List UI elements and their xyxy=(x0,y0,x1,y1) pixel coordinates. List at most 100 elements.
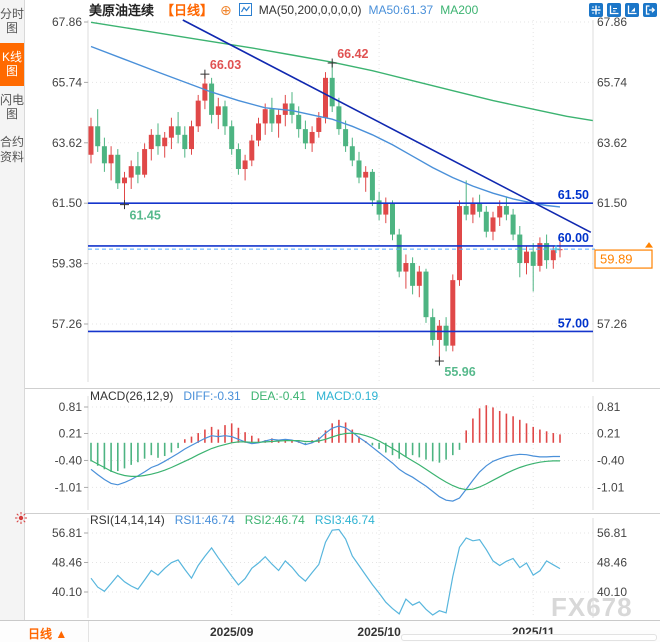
axis-range-icon[interactable] xyxy=(606,3,621,17)
svg-text:56.81: 56.81 xyxy=(597,526,627,540)
candle xyxy=(410,263,416,286)
diff-line xyxy=(90,425,560,502)
svg-text:65.74: 65.74 xyxy=(597,75,627,89)
x-axis-label: 2025/09 xyxy=(209,625,254,639)
candle xyxy=(262,109,268,124)
candle xyxy=(524,251,529,264)
candle xyxy=(396,234,402,272)
candle xyxy=(148,134,154,150)
candle xyxy=(436,325,442,340)
candle xyxy=(316,117,322,132)
rsi-params-label[interactable]: RSI(14,14,14) xyxy=(90,513,165,527)
svg-text:57.26: 57.26 xyxy=(52,317,82,331)
rsi2-label: RSI2:46.74 xyxy=(244,513,305,527)
up-arrow-icon xyxy=(645,242,653,248)
ma200-value-label: MA200 xyxy=(440,2,479,17)
candle xyxy=(101,146,107,164)
candle xyxy=(249,140,255,161)
fx678-watermark: FX678 xyxy=(551,592,633,622)
macd-diff-label: DIFF:-0.31 xyxy=(183,389,241,403)
candle xyxy=(122,177,127,184)
candle xyxy=(376,200,382,215)
candle xyxy=(162,137,168,147)
macd-histogram xyxy=(90,405,561,472)
indicator-settings-icon[interactable] xyxy=(14,511,28,525)
sidebar-item-kline[interactable]: K线图 xyxy=(0,42,24,86)
candle xyxy=(95,126,101,147)
ma50-line xyxy=(90,45,561,208)
svg-text:65.74: 65.74 xyxy=(52,75,82,89)
candle xyxy=(403,263,409,272)
candle xyxy=(349,146,355,161)
candlestick-series xyxy=(88,63,563,362)
chart-toolbar xyxy=(588,3,657,17)
candle xyxy=(463,206,469,215)
horizontal-scrollbar[interactable] xyxy=(401,634,657,641)
svg-text:61.45: 61.45 xyxy=(130,209,161,223)
ma50-value-label: MA50:61.37 xyxy=(368,2,434,17)
candle xyxy=(108,154,114,164)
chart-type-sidebar: 分时图 K线图 闪电图 合约资料 xyxy=(0,0,25,620)
svg-text:-0.40: -0.40 xyxy=(55,453,83,467)
svg-text:57.00: 57.00 xyxy=(558,316,589,330)
svg-text:67.86: 67.86 xyxy=(597,15,627,29)
candle xyxy=(202,83,208,101)
svg-text:0.21: 0.21 xyxy=(59,427,83,441)
candle xyxy=(550,250,556,261)
candle xyxy=(235,149,241,170)
svg-text:0.81: 0.81 xyxy=(59,400,83,414)
svg-text:61.50: 61.50 xyxy=(597,196,627,210)
candle xyxy=(510,214,516,235)
ma200-line xyxy=(90,21,593,122)
svg-text:-1.01: -1.01 xyxy=(597,480,625,494)
candle xyxy=(483,211,489,232)
candle xyxy=(497,206,503,218)
candle xyxy=(282,103,288,115)
candle xyxy=(142,149,148,175)
svg-text:57.26: 57.26 xyxy=(597,317,627,331)
period-tag[interactable]: 【日线】 xyxy=(161,3,214,18)
svg-text:0.81: 0.81 xyxy=(597,400,621,414)
svg-text:56.81: 56.81 xyxy=(52,526,82,540)
candle xyxy=(229,126,235,150)
svg-text:61.50: 61.50 xyxy=(558,188,589,202)
candle xyxy=(383,203,389,215)
candle xyxy=(390,203,395,235)
rsi1-label: RSI1:46.74 xyxy=(174,513,235,527)
chart-style-icon[interactable] xyxy=(238,3,252,16)
macd-dea-label: DEA:-0.41 xyxy=(250,389,307,403)
candle xyxy=(450,280,456,346)
svg-text:63.62: 63.62 xyxy=(52,136,82,150)
svg-text:59.38: 59.38 xyxy=(52,257,82,271)
svg-text:60.00: 60.00 xyxy=(558,231,589,245)
sidebar-item-contract-info[interactable]: 合约资料 xyxy=(0,135,25,164)
axis-scale-icon[interactable] xyxy=(624,3,639,17)
candle xyxy=(256,123,261,141)
candle xyxy=(356,160,362,178)
price-box xyxy=(594,249,653,269)
rsi3-label: RSI3:46.74 xyxy=(314,513,375,527)
candle xyxy=(88,126,94,155)
candle xyxy=(503,206,509,215)
candle xyxy=(363,171,369,178)
candle xyxy=(135,166,141,175)
candle xyxy=(490,217,496,232)
bottom-bar: 日线 ▲ 2025/09 2025/10 2025/11 xyxy=(0,620,660,642)
crosshair-icon[interactable] xyxy=(588,3,603,17)
macd-params-label[interactable]: MACD(26,12,9) xyxy=(90,389,174,403)
popout-icon[interactable] xyxy=(642,3,657,17)
sidebar-item-lightning[interactable]: 闪电图 xyxy=(0,92,25,121)
candle xyxy=(430,317,436,340)
candle xyxy=(309,131,315,144)
candle xyxy=(457,206,462,281)
period-selector-button[interactable]: 日线 ▲ xyxy=(28,627,68,641)
candle xyxy=(175,126,181,135)
candle xyxy=(343,129,349,147)
price-levels: 61.50 60.00 57.00 xyxy=(88,188,593,333)
svg-text:0.21: 0.21 xyxy=(597,427,621,441)
candle xyxy=(115,154,121,184)
add-indicator-icon[interactable]: ⊕ xyxy=(220,1,232,18)
candle xyxy=(323,77,328,118)
sidebar-item-timeshare[interactable]: 分时图 xyxy=(0,7,25,36)
